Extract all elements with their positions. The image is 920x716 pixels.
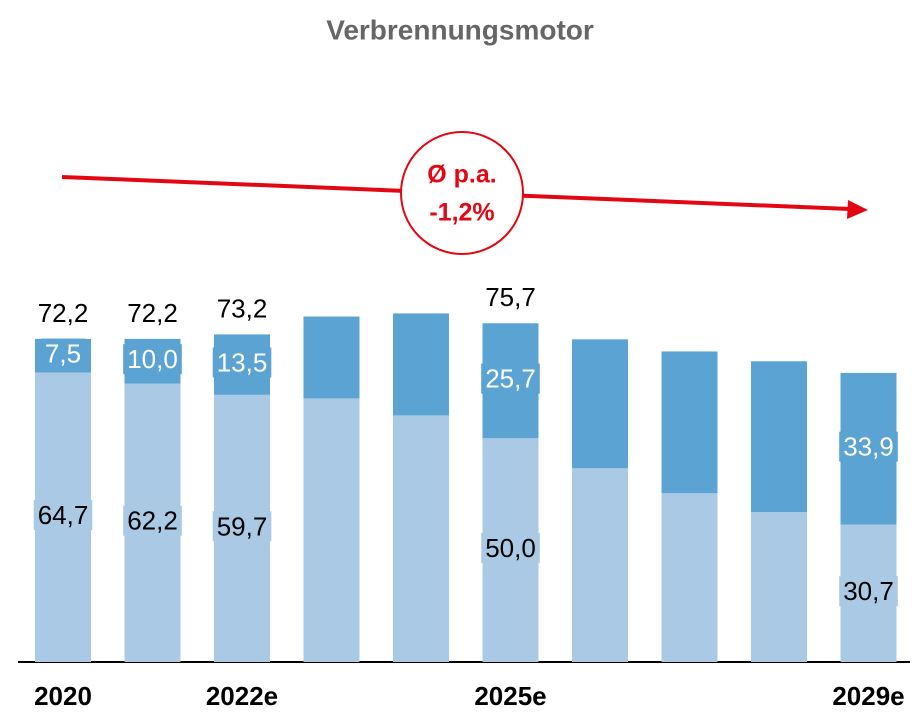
value-label: 50,0 xyxy=(485,533,536,563)
total-label: 72,2 xyxy=(127,298,178,328)
annotation-text: Ø p.a. xyxy=(427,161,496,189)
value-label: 25,7 xyxy=(485,364,536,394)
bar-segment xyxy=(572,339,628,469)
x-tick-label: 2029e xyxy=(832,681,904,711)
value-label: 64,7 xyxy=(38,500,89,530)
bar-segment xyxy=(303,316,360,399)
value-label-box xyxy=(123,344,182,375)
bar-segment xyxy=(661,351,718,494)
x-tick-label: 2022e xyxy=(206,681,278,711)
value-label-box xyxy=(839,431,898,462)
arrow-head xyxy=(847,200,868,219)
total-label: 72,2 xyxy=(38,298,89,328)
bar-segment xyxy=(393,415,449,662)
annotation-circle xyxy=(400,131,524,255)
value-label-box xyxy=(123,505,182,536)
value-label-box xyxy=(839,576,898,607)
value-label-box xyxy=(212,511,272,542)
chart-title: Verbrennungsmotor xyxy=(326,14,594,45)
bar-segment xyxy=(751,512,807,662)
total-label: 75,7 xyxy=(485,282,536,312)
value-label: 30,7 xyxy=(843,576,894,606)
value-label-box xyxy=(40,338,86,369)
value-label-box xyxy=(481,363,540,394)
bar-segment xyxy=(572,468,628,662)
value-label: 10,0 xyxy=(127,344,178,374)
value-label-box xyxy=(212,347,272,378)
total-label: 73,2 xyxy=(217,293,268,323)
bar-segment xyxy=(303,398,360,662)
annotation-text: -1,2% xyxy=(429,199,494,227)
value-label: 62,2 xyxy=(127,506,178,536)
bar-segment xyxy=(393,313,449,416)
value-label: 7,5 xyxy=(45,339,81,369)
bar-segment xyxy=(661,493,718,662)
x-tick-label: 2025e xyxy=(474,681,546,711)
value-label-box xyxy=(33,500,93,531)
bar-segment xyxy=(751,361,807,513)
x-tick-label: 2020 xyxy=(34,681,92,711)
value-label: 13,5 xyxy=(217,348,268,378)
value-label: 33,9 xyxy=(843,432,894,462)
value-label-box xyxy=(481,533,540,563)
value-label: 59,7 xyxy=(217,511,268,541)
